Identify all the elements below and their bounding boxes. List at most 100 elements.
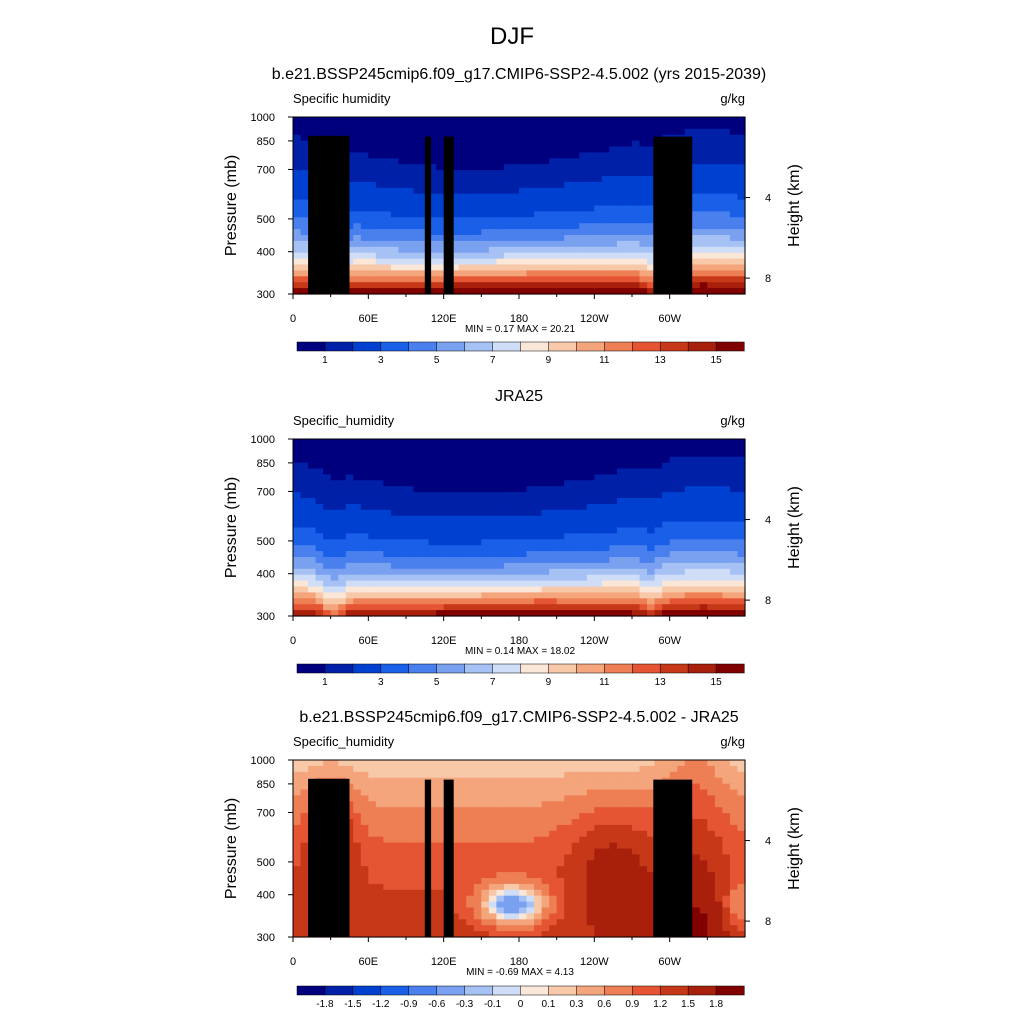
contour-cell [564, 193, 573, 201]
contour-cell [549, 282, 558, 289]
contour-cell [436, 439, 445, 446]
contour-cell [360, 264, 369, 271]
contour-cell [722, 199, 731, 207]
contour-cell [383, 931, 392, 938]
contour-cell [406, 604, 415, 611]
contour-cell [503, 468, 513, 475]
contour-cell [436, 598, 445, 605]
contour-cell [413, 824, 422, 832]
contour-cell [692, 211, 701, 218]
contour-cell [413, 913, 422, 920]
contour-cell [624, 503, 633, 511]
contour-cell [737, 468, 746, 475]
contour-cell [722, 181, 731, 189]
contour-cell [503, 801, 513, 808]
contour-cell [647, 276, 656, 283]
contour-cell [684, 117, 693, 124]
contour-cell [398, 866, 407, 873]
contour-cell [375, 777, 384, 785]
contour-cell [368, 164, 377, 171]
contour-cell [564, 860, 573, 867]
contour-cell [594, 801, 603, 808]
x-tick-label: 180 [510, 313, 528, 325]
contour-cell [632, 128, 641, 136]
contour-cell [458, 439, 467, 446]
contour-cell [488, 176, 497, 183]
contour-cell [586, 258, 595, 266]
contour-cell [375, 813, 384, 820]
contour-cell [368, 539, 377, 546]
contour-cell [345, 205, 354, 212]
contour-cell [526, 586, 535, 593]
contour-cell [714, 217, 723, 224]
contour-cell [300, 480, 309, 487]
contour-cell [519, 181, 528, 189]
contour-cell [519, 122, 528, 130]
contour-cell [609, 551, 618, 558]
contour-cell [526, 474, 535, 481]
contour-cell [609, 486, 618, 493]
contour-cell [473, 468, 482, 475]
contour-cell [390, 889, 400, 897]
contour-cell [586, 211, 595, 218]
contour-cell [330, 580, 339, 588]
contour-cell [436, 205, 445, 212]
contour-cell [406, 527, 415, 534]
contour-cell [323, 480, 332, 487]
contour-cell [549, 592, 558, 599]
contour-cell [451, 527, 460, 534]
contour-cell [729, 199, 739, 207]
contour-cell [421, 574, 430, 582]
contour-cell [564, 771, 573, 779]
contour-cell [677, 557, 686, 564]
contour-cell [692, 503, 701, 511]
contour-cell [481, 235, 490, 242]
contour-cell [601, 122, 610, 130]
contour-cell [488, 252, 497, 260]
contour-cell [488, 533, 497, 540]
contour-cell [413, 492, 422, 499]
contour-cell [406, 777, 415, 785]
contour-cell [488, 586, 497, 593]
contour-cell [390, 574, 400, 582]
contour-cell [699, 533, 708, 540]
contour-cell [549, 515, 558, 523]
contour-cell [511, 181, 520, 189]
contour-cell [632, 610, 641, 617]
contour-cell [368, 907, 377, 914]
contour-cell [601, 842, 610, 850]
contour-cell [375, 807, 384, 814]
contour-cell [692, 170, 701, 177]
contour-cell [699, 486, 708, 493]
contour-cell [714, 229, 723, 236]
contour-cell [616, 456, 626, 464]
contour-cell [549, 122, 558, 130]
contour-cell [722, 134, 731, 142]
contour-cell [390, 223, 400, 230]
contour-cell [406, 883, 415, 891]
contour-cell [496, 539, 505, 546]
contour-cell [654, 586, 663, 593]
contour-cell [413, 288, 422, 295]
contour-cell [413, 925, 422, 932]
contour-cell [564, 836, 573, 844]
contour-cell [549, 176, 558, 183]
contour-cell [601, 264, 610, 271]
contour-cell [692, 527, 701, 534]
contour-cell [519, 604, 528, 611]
contour-cell [368, 187, 377, 195]
contour-cell [609, 270, 618, 277]
contour-cell [375, 848, 384, 855]
contour-cell [436, 789, 445, 796]
contour-cell [458, 789, 467, 796]
contour-cell [564, 128, 573, 136]
contour-cell [654, 439, 663, 446]
contour-cell [729, 610, 739, 617]
colorbar-swatch [436, 341, 466, 352]
contour-cell [293, 117, 302, 124]
contour-cell [383, 509, 392, 517]
contour-cell [586, 913, 595, 920]
contour-cell [496, 777, 505, 785]
contour-cell [632, 205, 641, 212]
contour-cell [519, 217, 528, 224]
